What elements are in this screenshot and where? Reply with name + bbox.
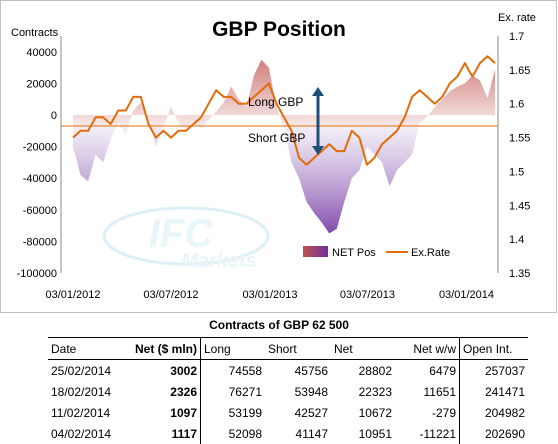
chart-frame: GBP Position Contracts Ex. rate 40000 200… xyxy=(0,0,557,313)
long-gbp-label: Long GBP xyxy=(248,95,303,109)
cell-short: 45756 xyxy=(294,363,328,378)
cell-net-ww: -11221 xyxy=(395,423,460,444)
x-tick-label: 03/01/2014 xyxy=(439,289,494,301)
cell-long: 76271 xyxy=(228,384,262,399)
x-tick-label: 03/01/2012 xyxy=(45,289,100,301)
cell-net: 28802 xyxy=(358,363,392,378)
watermark: IFC Markets xyxy=(102,206,270,272)
right-tick-label: 1.45 xyxy=(509,200,530,212)
cell-net-mln: 1097 xyxy=(124,402,201,423)
table-row: 11/02/2014 1097 53199 42527 10672 -279 204982 xyxy=(48,402,528,423)
right-tick-label: 1.35 xyxy=(509,268,530,280)
chart-title: GBP Position xyxy=(212,18,346,41)
cell-open-int: 241471 xyxy=(484,384,525,399)
table-row: 25/02/2014 3002 74558 45756 28802 6479 257037 xyxy=(48,359,528,381)
cell-net-ww: -279 xyxy=(395,402,460,423)
short-gbp-label: Short GBP xyxy=(248,131,305,145)
left-tick-label: -20000 xyxy=(23,142,57,154)
header-short: Short xyxy=(265,337,331,360)
right-tick-label: 1.5 xyxy=(509,166,524,178)
ex-rate-line xyxy=(72,55,496,166)
right-axis-label: Ex. rate xyxy=(498,12,536,24)
right-tick-label: 1.4 xyxy=(509,234,524,246)
cell-net: 10672 xyxy=(358,405,392,420)
cell-open-int: 257037 xyxy=(484,363,525,378)
right-tick-label: 1.6 xyxy=(509,99,524,111)
cell-short: 41147 xyxy=(295,426,328,441)
cell-open-int: 202690 xyxy=(484,426,525,441)
cell-open-int: 204982 xyxy=(484,405,525,420)
right-tick-label: 1.7 xyxy=(509,31,524,43)
cell-date: 25/02/2014 xyxy=(51,363,112,378)
legend-label-ex-rate: Ex.Rate xyxy=(411,247,450,259)
right-axis-ticks: 1.7 1.65 1.6 1.55 1.5 1.45 1.4 1.35 xyxy=(509,31,530,280)
watermark-logo: IFC xyxy=(149,212,215,256)
left-tick-label: 20000 xyxy=(26,78,57,90)
x-tick-label: 03/07/2012 xyxy=(143,289,198,301)
cell-long: 53199 xyxy=(228,405,262,420)
cell-net: 22323 xyxy=(358,384,392,399)
net-pos-area-positive xyxy=(73,59,495,126)
left-axis-ticks: 40000 20000 0 -20000 -40000 -60000 -80000 -1000… xyxy=(17,47,57,280)
left-tick-label: 40000 xyxy=(26,47,57,59)
header-long: Long xyxy=(200,337,265,360)
double-arrow xyxy=(312,87,324,155)
legend-swatch-net-pos xyxy=(303,246,328,257)
net-pos-area-negative xyxy=(73,126,419,234)
contracts-table-section: Contracts of GBP 62 500 Date Net ($ mln)… xyxy=(0,317,558,444)
cell-date: 18/02/2014 xyxy=(51,384,112,399)
cell-net-mln: 1117 xyxy=(124,423,201,444)
header-open-int: Open Int. xyxy=(459,337,528,360)
legend-label-net-pos: NET Pos xyxy=(332,247,376,259)
left-tick-label: -40000 xyxy=(23,173,57,185)
cell-date: 11/02/2014 xyxy=(51,405,111,420)
left-axis-label: Contracts xyxy=(11,27,59,39)
right-tick-label: 1.55 xyxy=(509,133,530,145)
header-net-mln: Net ($ mln) xyxy=(124,337,201,360)
cell-net: 10951 xyxy=(358,426,392,441)
right-tick-label: 1.65 xyxy=(509,65,530,77)
cell-net-mln: 3002 xyxy=(124,359,201,381)
cell-net-ww: 11651 xyxy=(395,381,460,402)
cell-net-ww: 6479 xyxy=(395,359,460,381)
legend: NET Pos Ex.Rate xyxy=(303,246,450,259)
left-tick-label: -60000 xyxy=(23,205,57,217)
header-net: Net xyxy=(331,337,395,360)
table-title: Contracts of GBP 62 500 xyxy=(209,318,349,332)
gbp-position-chart: GBP Position Contracts Ex. rate 40000 200… xyxy=(11,12,536,301)
x-axis-ticks: 03/01/2012 03/07/2012 03/01/2013 03/07/2013… xyxy=(45,289,494,301)
table-row: 18/02/2014 2326 76271 53948 22323 11651 241471 xyxy=(48,381,528,402)
cell-long: 52098 xyxy=(228,426,262,441)
header-date: Date xyxy=(48,337,124,360)
left-tick-label: -100000 xyxy=(17,268,57,280)
left-tick-label: -80000 xyxy=(23,236,57,248)
watermark-text: Markets xyxy=(181,250,257,272)
cell-net-mln: 2326 xyxy=(124,381,201,402)
cell-short: 53948 xyxy=(294,384,328,399)
contracts-table: Date Net ($ mln) Long Short Net Net w/w … xyxy=(48,337,528,444)
x-tick-label: 03/01/2013 xyxy=(242,289,297,301)
cell-long: 74558 xyxy=(228,363,262,378)
table-header-row: Date Net ($ mln) Long Short Net Net w/w … xyxy=(48,337,528,360)
header-net-ww: Net w/w xyxy=(395,337,460,360)
cell-date: 04/02/2014 xyxy=(51,426,112,441)
x-tick-label: 03/07/2013 xyxy=(340,289,395,301)
left-tick-label: 0 xyxy=(51,110,57,122)
table-row: 04/02/2014 1117 52098 41147 10951 -11221 20269… xyxy=(48,423,528,444)
cell-short: 42527 xyxy=(294,405,328,420)
